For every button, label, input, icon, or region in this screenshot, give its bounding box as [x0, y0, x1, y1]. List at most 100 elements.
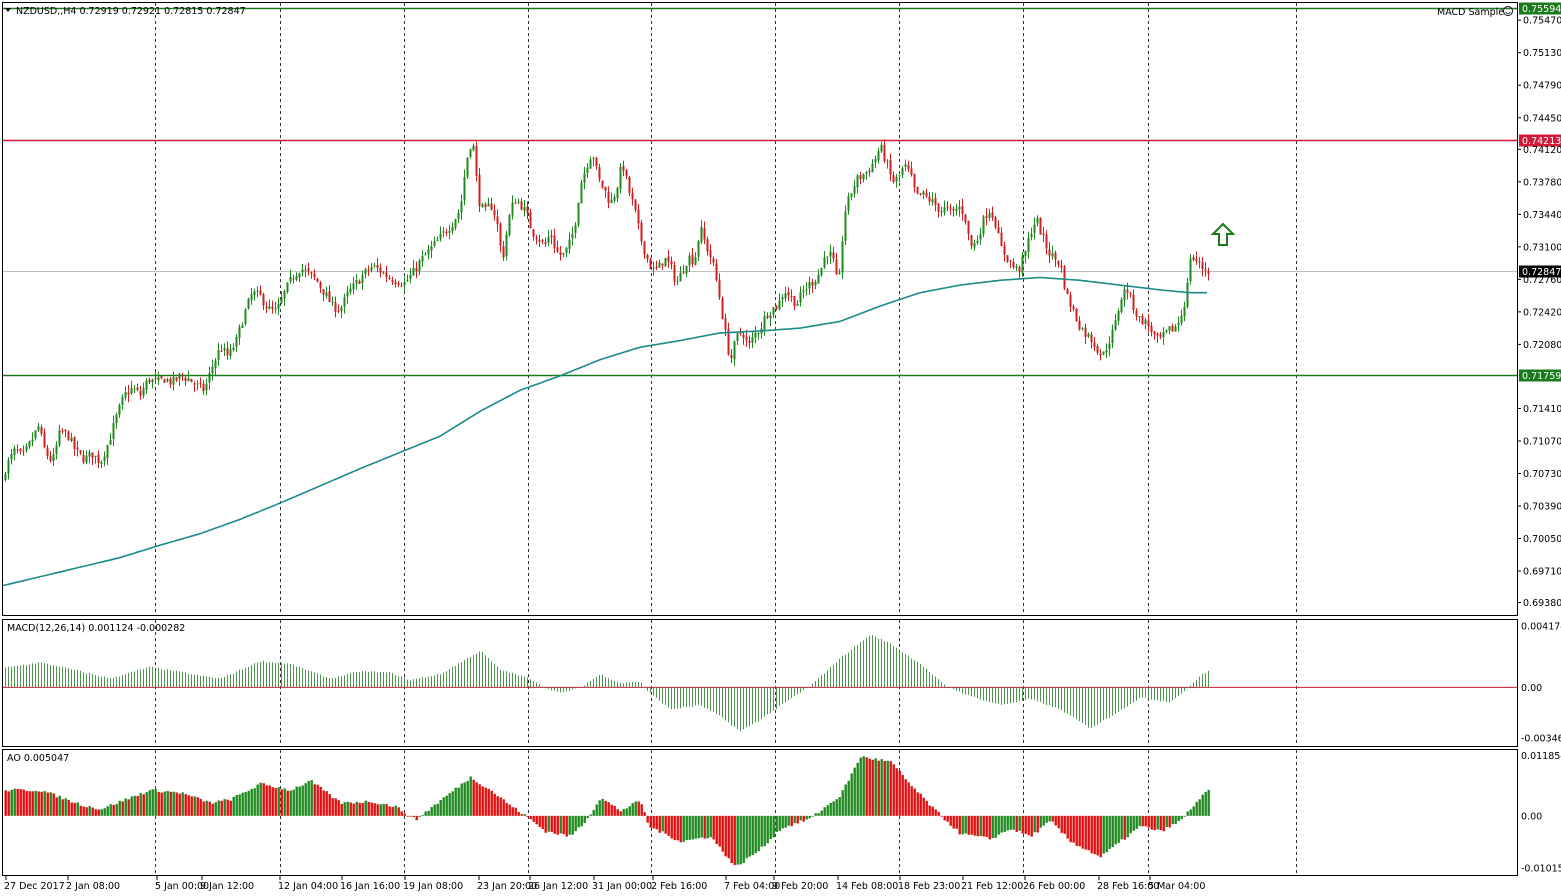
ao-bar: [718, 815, 721, 847]
ao-bar: [835, 799, 838, 816]
macd-pane[interactable]: [2, 619, 1518, 747]
collapse-triangle-icon[interactable]: [5, 8, 11, 12]
ao-bar: [229, 800, 232, 816]
ao-bar: [79, 805, 82, 816]
bull-candle: [895, 176, 898, 182]
bear-candle: [493, 210, 496, 216]
ao-bar: [919, 793, 922, 816]
bull-candle: [1183, 306, 1186, 317]
macd-info: MACD(12,26,14) 0.001124 -0.000282: [7, 623, 185, 634]
price-tick-label: 0.70730: [1523, 469, 1561, 480]
ao-bar: [187, 795, 190, 816]
ao-bar: [280, 789, 283, 816]
ao-bar: [193, 796, 196, 816]
ao-bar: [796, 815, 799, 824]
ao-bar: [916, 792, 919, 816]
bear-candle: [1204, 269, 1207, 271]
bear-candle: [604, 186, 607, 191]
ao-bar: [1207, 789, 1210, 816]
bull-candle: [973, 242, 976, 248]
bull-candle: [151, 379, 154, 383]
buy-arrow-icon: [1210, 222, 1236, 246]
ao-bar: [832, 801, 835, 816]
bear-candle: [775, 305, 778, 309]
ao-bar: [238, 794, 241, 816]
ao-bar: [76, 802, 79, 816]
ao-bar: [499, 797, 502, 816]
bull-candle: [847, 196, 850, 211]
ao-bar: [7, 791, 10, 816]
ao-bar: [1144, 815, 1147, 827]
bear-candle: [643, 241, 646, 255]
price-tick-label: 0.71410: [1523, 404, 1561, 415]
bull-candle: [55, 444, 58, 455]
bull-candle: [517, 201, 520, 203]
ao-bar: [553, 815, 556, 834]
ao-bar: [661, 815, 664, 832]
ao-bar: [1042, 815, 1045, 826]
bear-candle: [61, 430, 64, 432]
ao-bar: [910, 786, 913, 816]
ao-bar: [847, 780, 850, 816]
price-tick-label: 0.73440: [1523, 210, 1561, 221]
ao-bar: [961, 815, 964, 835]
bear-candle: [490, 203, 493, 210]
bull-candle: [1108, 343, 1111, 350]
bull-candle: [448, 230, 451, 233]
bear-candle: [265, 306, 268, 309]
ao-bar: [34, 790, 37, 816]
bear-candle: [148, 379, 151, 383]
ao-bar: [163, 791, 166, 816]
ao-bar: [757, 815, 760, 852]
bear-candle: [892, 175, 895, 182]
ao-bar: [754, 815, 757, 854]
bull-candle: [28, 441, 31, 447]
bull-candle: [796, 303, 799, 306]
bear-candle: [727, 329, 730, 355]
price-tick-label: 0.72420: [1523, 307, 1561, 318]
bull-candle: [355, 280, 358, 284]
ao-bar: [55, 797, 58, 816]
bear-candle: [1201, 262, 1204, 270]
ao-bar: [16, 788, 19, 816]
ao-bar: [439, 800, 442, 816]
ao-bar: [1177, 815, 1180, 822]
ao-bar: [1051, 815, 1054, 822]
bull-candle: [733, 341, 736, 360]
bull-candle: [820, 267, 823, 276]
bear-candle: [199, 382, 202, 384]
ao-bar: [574, 815, 577, 832]
price-tick-label: 0.73100: [1523, 242, 1561, 253]
bear-candle: [397, 282, 400, 285]
bull-candle: [571, 233, 574, 239]
ao-bar: [121, 801, 124, 816]
ao-bar: [355, 801, 358, 816]
bear-candle: [544, 242, 547, 245]
bear-candle: [661, 263, 664, 266]
ao-bar: [91, 807, 94, 816]
bull-candle: [547, 236, 550, 243]
ao-bar: [1132, 815, 1135, 831]
ao-bar: [1036, 815, 1039, 833]
ao-bar: [25, 791, 28, 816]
ao-bar: [859, 757, 862, 816]
time-label: 23 Jan 20:00: [477, 881, 537, 892]
ao-bar: [853, 767, 856, 816]
bull-candle: [88, 452, 91, 457]
ao-bar: [424, 811, 427, 816]
time-label: 26 Jan 12:00: [528, 881, 588, 892]
ao-bar: [1063, 815, 1066, 834]
bear-candle: [994, 217, 997, 228]
ao-bar: [925, 800, 928, 816]
ao-bar: [1009, 815, 1012, 830]
bull-candle: [94, 455, 97, 457]
ao-bar: [721, 815, 724, 852]
ao-bar: [304, 783, 307, 816]
bear-candle: [394, 281, 397, 284]
ao-bar: [715, 815, 718, 845]
ao-bar: [277, 787, 280, 816]
bull-candle: [823, 257, 826, 268]
ao-bar: [367, 801, 370, 816]
ao-bar: [625, 808, 628, 816]
